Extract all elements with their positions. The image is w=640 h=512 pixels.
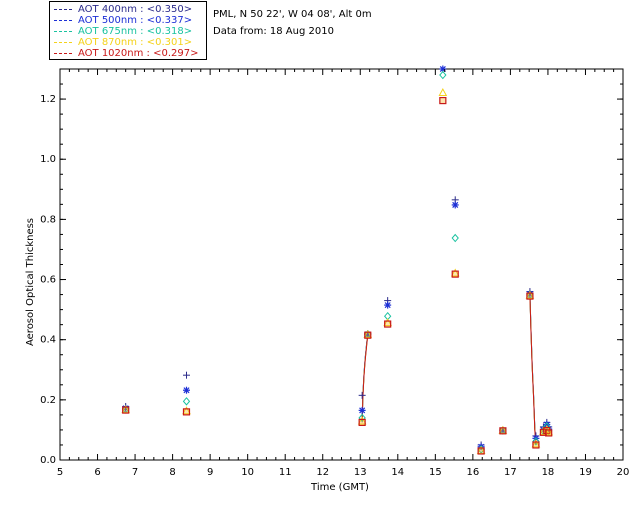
point-s0-1: [182, 371, 190, 379]
x-tick-label-14: 14: [391, 467, 404, 478]
point-s1-1: [182, 386, 190, 394]
point-s3-5: [438, 88, 448, 97]
point-s3-4: [383, 318, 393, 327]
star-d2: [359, 407, 366, 414]
segment-0-series-4: [361, 335, 369, 423]
y-tick-label-6: 1.2: [40, 94, 56, 105]
point-s1-2: [358, 406, 366, 414]
x-tick-label-16: 16: [466, 467, 479, 478]
legend-label-870nm: AOT 870nm : <0.301>: [78, 37, 193, 48]
point-s2-10: [532, 437, 540, 446]
point-s0-2: [358, 391, 366, 399]
point-s2-6: [451, 233, 459, 243]
point-s4-1: [182, 408, 191, 416]
plot-frame: [59, 68, 624, 461]
point-s1-6: [451, 201, 459, 209]
point-s4-2: [358, 418, 366, 427]
y-tick-label-5: 1.0: [40, 154, 56, 165]
legend-entry-870nm: AOT 870nm : <0.301>: [54, 37, 192, 48]
y-tick-label-1: 0.2: [40, 395, 56, 406]
legend-swatch-870nm: [54, 41, 72, 43]
plot-axes: [59, 68, 624, 461]
point-s2-5: [439, 70, 447, 80]
star-d2: [543, 421, 550, 428]
site-info: PML, N 50 22', W 04 08', Alt 0m: [213, 9, 372, 20]
x-tick-label-17: 17: [504, 467, 517, 478]
x-tick-label-10: 10: [241, 467, 254, 478]
series-lines: [361, 293, 537, 445]
legend-label-500nm: AOT 500nm : <0.337>: [78, 15, 193, 26]
legend-swatch-1020nm: [54, 52, 72, 54]
x-axis-label: Time (GMT): [310, 482, 369, 493]
star-d2: [183, 387, 190, 394]
y-tick-label-4: 0.8: [40, 214, 56, 225]
legend-swatch-400nm: [54, 8, 72, 10]
legend-swatch-500nm: [54, 19, 72, 21]
y-tick-label-0: 0.0: [40, 455, 56, 466]
x-tick-label-9: 9: [207, 467, 213, 478]
point-s4-0: [122, 406, 130, 414]
x-tick-label-15: 15: [429, 467, 442, 478]
point-s3-6: [450, 268, 460, 277]
point-s3-1: [182, 406, 191, 415]
legend-entry-500nm: AOT 500nm : <0.337>: [54, 15, 192, 26]
legend-label-675nm: AOT 675nm : <0.318>: [78, 26, 193, 37]
x-tick-label-19: 19: [579, 467, 592, 478]
segment-1-series-4: [529, 296, 537, 445]
x-tick-label-5: 5: [57, 467, 63, 478]
star-d2: [384, 302, 391, 309]
axis-ticks: 5 6 7 8 9 10 11 12 13 14 15 16 17 18 19 20 0.0 0.2 0.4 0.6 0…: [40, 69, 629, 478]
legend: AOT 400nm : <0.350> AOT 500nm : <0.337> …: [49, 1, 207, 60]
legend-entry-400nm: AOT 400nm : <0.350>: [54, 4, 192, 15]
point-s1-4: [384, 301, 392, 309]
x-tick-label-6: 6: [94, 467, 100, 478]
point-s3-2: [357, 416, 367, 425]
x-tick-label-13: 13: [354, 467, 367, 478]
star-d2: [439, 65, 446, 73]
x-tick-label-11: 11: [279, 467, 292, 478]
point-s4-8: [499, 427, 507, 435]
point-s2-2: [358, 413, 366, 423]
point-s4-6: [451, 270, 459, 278]
point-s4-7: [477, 447, 485, 455]
point-s4-10: [532, 441, 540, 449]
y-tick-label-3: 0.6: [40, 275, 56, 286]
data-markers: [121, 65, 554, 455]
point-s4-5: [439, 96, 447, 105]
legend-label-400nm: AOT 400nm : <0.350>: [78, 4, 193, 15]
point-s4-4: [384, 320, 392, 328]
x-tick-label-7: 7: [132, 467, 138, 478]
x-tick-label-8: 8: [169, 467, 175, 478]
star-d2: [452, 201, 459, 208]
legend-swatch-675nm: [54, 30, 72, 32]
point-s3-10: [531, 439, 541, 448]
point-s4-9: [526, 292, 534, 300]
point-s3-3: [363, 329, 373, 338]
legend-entry-675nm: AOT 675nm : <0.318>: [54, 26, 192, 37]
point-s3-9: [525, 290, 535, 299]
point-s2-1: [182, 397, 191, 406]
x-tick-label-20: 20: [617, 467, 630, 478]
date-info: Data from: 18 Aug 2010: [213, 26, 334, 37]
point-s4-13: [545, 429, 553, 437]
point-s4-3: [364, 331, 372, 339]
x-tick-label-18: 18: [542, 467, 555, 478]
y-axis-label: Aerosol Optical Thickness: [25, 218, 36, 346]
x-tick-label-12: 12: [316, 467, 329, 478]
legend-label-1020nm: AOT 1020nm : <0.297>: [78, 48, 199, 59]
legend-entry-1020nm: AOT 1020nm : <0.297>: [54, 48, 198, 59]
y-tick-label-2: 0.4: [40, 335, 56, 346]
